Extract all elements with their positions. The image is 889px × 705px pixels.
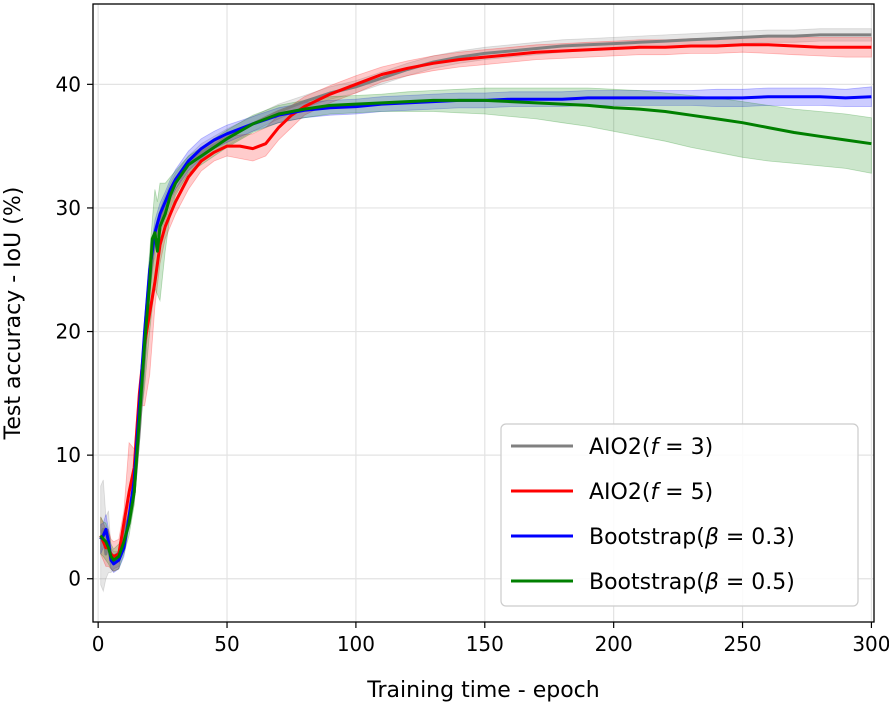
legend: AIO2(f = 3)AIO2(f = 5)Bootstrap(β = 0.3)… — [500, 423, 859, 607]
x-tick-label: 300 — [852, 632, 889, 656]
legend-label-1: AIO2(f = 3) — [589, 435, 713, 460]
y-tick-label: 0 — [68, 567, 81, 591]
y-tick-label: 10 — [56, 443, 81, 467]
legend-label-suffix: = 0.3) — [719, 525, 795, 550]
y-tick-label: 20 — [56, 320, 81, 344]
x-axis-label: Training time - epoch — [366, 678, 599, 703]
line-series-2 — [99, 43, 872, 558]
y-axis-ticks: 0 10 20 30 40 — [56, 72, 93, 591]
plot-frame — [92, 3, 875, 623]
legend-label-4: Bootstrap(β = 0.5) — [589, 570, 795, 595]
legend-box — [500, 423, 859, 607]
legend-label-suffix: = 3) — [658, 435, 713, 460]
legend-label-suffix: = 5) — [658, 480, 713, 505]
legend-label-suffix: = 0.5) — [719, 570, 795, 595]
legend-label-2: AIO2(f = 5) — [589, 480, 713, 505]
legend-label-prefix: Bootstrap( — [589, 525, 705, 550]
x-tick-label: 100 — [337, 632, 375, 656]
band-series-4 — [100, 87, 872, 572]
legend-label-prefix: AIO2( — [589, 435, 650, 460]
legend-label-variable: β — [704, 525, 719, 550]
x-tick-label: 50 — [214, 632, 239, 656]
band-series-2 — [100, 35, 872, 572]
legend-label-prefix: Bootstrap( — [589, 570, 705, 595]
y-tick-label: 30 — [56, 196, 81, 220]
legend-label-prefix: AIO2( — [589, 480, 650, 505]
x-tick-label: 150 — [466, 632, 504, 656]
x-tick-label: 200 — [595, 632, 633, 656]
line-series-4 — [99, 98, 872, 562]
band-series-1 — [100, 28, 872, 593]
x-tick-label: 250 — [723, 632, 761, 656]
series-lines — [99, 33, 872, 566]
x-axis-ticks: 0 50 100 150 200 250 300 — [92, 622, 889, 656]
legend-label-variable: f — [650, 435, 661, 460]
y-tick-label: 40 — [56, 72, 81, 96]
legend-label-variable: f — [650, 480, 661, 505]
legend-label-3: Bootstrap(β = 0.3) — [589, 525, 795, 550]
legend-label-variable: β — [704, 570, 719, 595]
y-axis-label: Test accuracy - IoU (%) — [1, 187, 26, 441]
x-tick-label: 0 — [92, 632, 105, 656]
line-series-1 — [99, 33, 872, 563]
